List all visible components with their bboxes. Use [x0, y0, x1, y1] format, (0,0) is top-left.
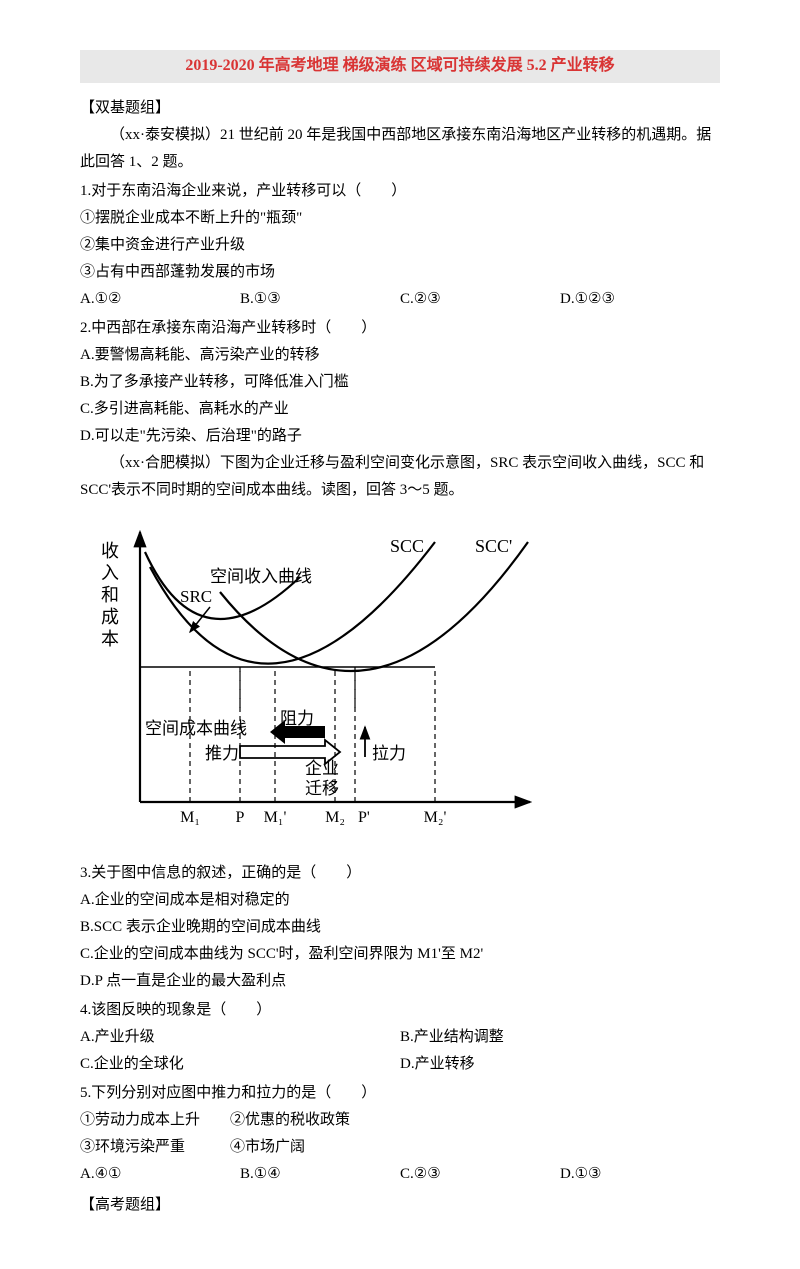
svg-text:成: 成 — [101, 607, 119, 627]
question-1: 1.对于东南沿海企业来说，产业转移可以（ ） — [80, 178, 720, 205]
q1-opt-b: B.①③ — [240, 286, 400, 313]
q5-options: A.④① B.①④ C.②③ D.①③ — [80, 1161, 720, 1188]
q2-opt-a: A.要警惕高耗能、高污染产业的转移 — [80, 342, 720, 369]
svg-text:入: 入 — [101, 563, 119, 583]
svg-text:P: P — [236, 809, 245, 826]
q5-opt-a: A.④① — [80, 1161, 240, 1188]
q4-options-1: A.产业升级 B.产业结构调整 — [80, 1024, 720, 1051]
q4-opt-b: B.产业结构调整 — [400, 1024, 720, 1051]
svg-text:M₂: M₂ — [325, 809, 345, 826]
q1-stem-3: ③占有中西部蓬勃发展的市场 — [80, 259, 720, 286]
svg-text:和: 和 — [101, 585, 119, 605]
svg-text:企业: 企业 — [305, 759, 339, 778]
q1-stem-1: ①摆脱企业成本不断上升的"瓶颈" — [80, 205, 720, 232]
intro-1: （xx·泰安模拟）21 世纪前 20 年是我国中西部地区承接东南沿海地区产业转移… — [80, 122, 720, 176]
svg-text:空间成本曲线: 空间成本曲线 — [145, 719, 247, 738]
svg-text:SCC: SCC — [390, 536, 424, 556]
intro-2: （xx·合肥模拟）下图为企业迁移与盈利空间变化示意图，SRC 表示空间收入曲线，… — [80, 450, 720, 504]
svg-text:SCC': SCC' — [475, 536, 512, 556]
svg-text:M₁': M₁' — [264, 809, 287, 826]
q1-opt-a: A.①② — [80, 286, 240, 313]
q4-opt-d: D.产业转移 — [400, 1051, 720, 1078]
section-label-2: 【高考题组】 — [80, 1192, 720, 1219]
enterprise-migration-diagram: 收入和成本 空间收入曲线SRC SCC SCC' 空间成本曲线 阻力推力 拉力企业迁移 M₁ P… — [80, 512, 540, 842]
q5-opt-b: B.①④ — [240, 1161, 400, 1188]
svg-text:拉力: 拉力 — [372, 744, 406, 763]
q5-opt-c: C.②③ — [400, 1161, 560, 1188]
svg-text:M₁: M₁ — [180, 809, 200, 826]
q4-opt-c: C.企业的全球化 — [80, 1051, 400, 1078]
question-5: 5.下列分别对应图中推力和拉力的是（ ） — [80, 1080, 720, 1107]
q5-stem-2: ③环境污染严重 ④市场广阔 — [80, 1134, 720, 1161]
svg-text:本: 本 — [101, 629, 119, 649]
svg-text:P': P' — [358, 809, 370, 826]
q3-opt-a: A.企业的空间成本是相对稳定的 — [80, 887, 720, 914]
svg-text:M₂': M₂' — [424, 809, 447, 826]
q1-opt-c: C.②③ — [400, 286, 560, 313]
q5-opt-d: D.①③ — [560, 1161, 720, 1188]
q1-stem-2: ②集中资金进行产业升级 — [80, 232, 720, 259]
q4-opt-a: A.产业升级 — [80, 1024, 400, 1051]
svg-text:SRC: SRC — [180, 587, 212, 606]
question-2: 2.中西部在承接东南沿海产业转移时（ ） — [80, 315, 720, 342]
document-title: 2019-2020 年高考地理 梯级演练 区域可持续发展 5.2 产业转移 — [80, 50, 720, 83]
q3-opt-b: B.SCC 表示企业晚期的空间成本曲线 — [80, 914, 720, 941]
svg-text:阻力: 阻力 — [280, 709, 314, 728]
svg-text:迁移: 迁移 — [305, 779, 339, 798]
svg-text:推力: 推力 — [205, 744, 239, 763]
q1-options: A.①② B.①③ C.②③ D.①②③ — [80, 286, 720, 313]
question-4: 4.该图反映的现象是（ ） — [80, 997, 720, 1024]
q4-options-2: C.企业的全球化 D.产业转移 — [80, 1051, 720, 1078]
diagram-container: 收入和成本 空间收入曲线SRC SCC SCC' 空间成本曲线 阻力推力 拉力企业迁移 M₁ P… — [80, 512, 720, 852]
svg-text:空间收入曲线: 空间收入曲线 — [210, 567, 312, 586]
q3-opt-c: C.企业的空间成本曲线为 SCC'时，盈利空间界限为 M1'至 M2' — [80, 941, 720, 968]
q2-opt-d: D.可以走"先污染、后治理"的路子 — [80, 423, 720, 450]
svg-text:收: 收 — [101, 541, 119, 561]
q5-stem-1: ①劳动力成本上升 ②优惠的税收政策 — [80, 1107, 720, 1134]
q1-opt-d: D.①②③ — [560, 286, 720, 313]
q3-opt-d: D.P 点一直是企业的最大盈利点 — [80, 968, 720, 995]
q2-opt-c: C.多引进高耗能、高耗水的产业 — [80, 396, 720, 423]
q2-opt-b: B.为了多承接产业转移，可降低准入门槛 — [80, 369, 720, 396]
section-label-1: 【双基题组】 — [80, 95, 720, 122]
question-3: 3.关于图中信息的叙述，正确的是（ ） — [80, 860, 720, 887]
